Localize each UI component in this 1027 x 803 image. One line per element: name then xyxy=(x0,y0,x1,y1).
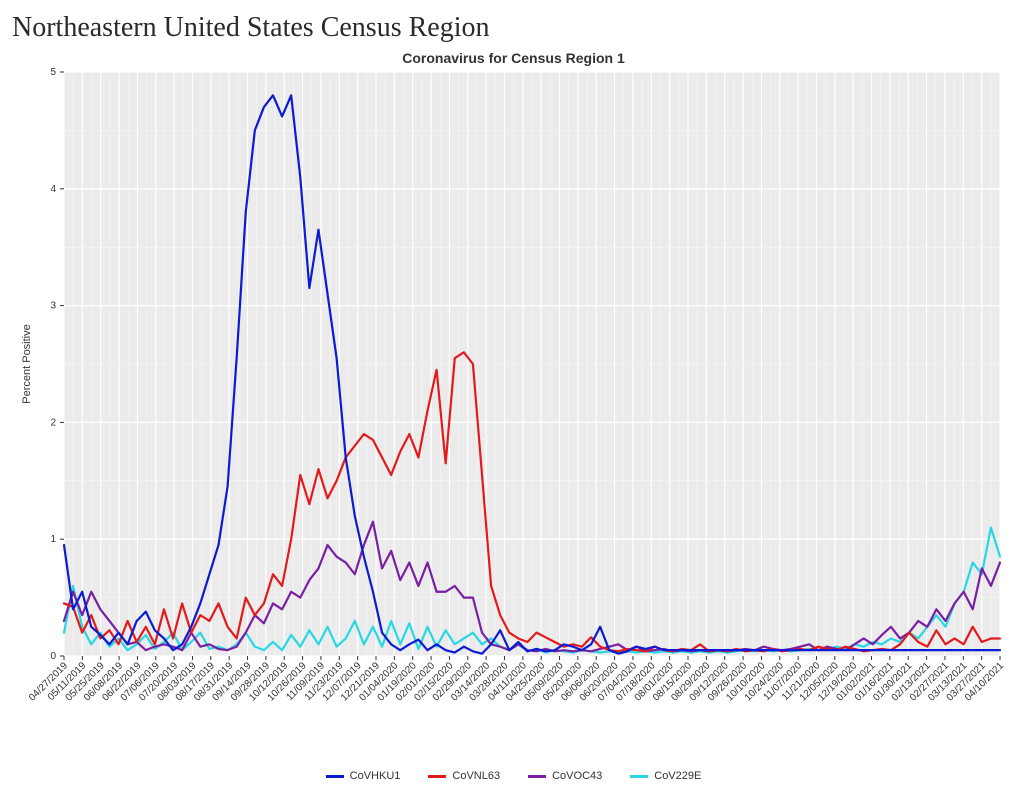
legend-label: CoV229E xyxy=(654,770,701,782)
legend-swatch xyxy=(428,775,446,778)
line-chart: 012345Percent Positive04/27/201905/11/20… xyxy=(14,66,1014,766)
chart-container: 012345Percent Positive04/27/201905/11/20… xyxy=(14,66,1014,766)
svg-text:3: 3 xyxy=(50,301,56,312)
svg-text:4: 4 xyxy=(50,184,56,195)
svg-text:1: 1 xyxy=(50,534,56,545)
legend-label: CoVOC43 xyxy=(552,770,602,782)
legend: CoVHKU1 CoVNL63 CoVOC43 CoV229E xyxy=(12,770,1015,782)
page-title: Northeastern United States Census Region xyxy=(12,12,1015,44)
legend-item: CoVHKU1 xyxy=(326,770,401,782)
legend-item: CoVNL63 xyxy=(428,770,500,782)
svg-text:Percent Positive: Percent Positive xyxy=(21,324,33,403)
legend-label: CoVHKU1 xyxy=(350,770,401,782)
svg-text:0: 0 xyxy=(50,651,56,662)
legend-swatch xyxy=(630,775,648,778)
legend-swatch xyxy=(528,775,546,778)
chart-title: Coronavirus for Census Region 1 xyxy=(12,50,1015,66)
svg-text:2: 2 xyxy=(50,417,56,428)
legend-item: CoVOC43 xyxy=(528,770,602,782)
legend-swatch xyxy=(326,775,344,778)
svg-text:5: 5 xyxy=(50,67,56,78)
legend-item: CoV229E xyxy=(630,770,701,782)
legend-label: CoVNL63 xyxy=(452,770,500,782)
